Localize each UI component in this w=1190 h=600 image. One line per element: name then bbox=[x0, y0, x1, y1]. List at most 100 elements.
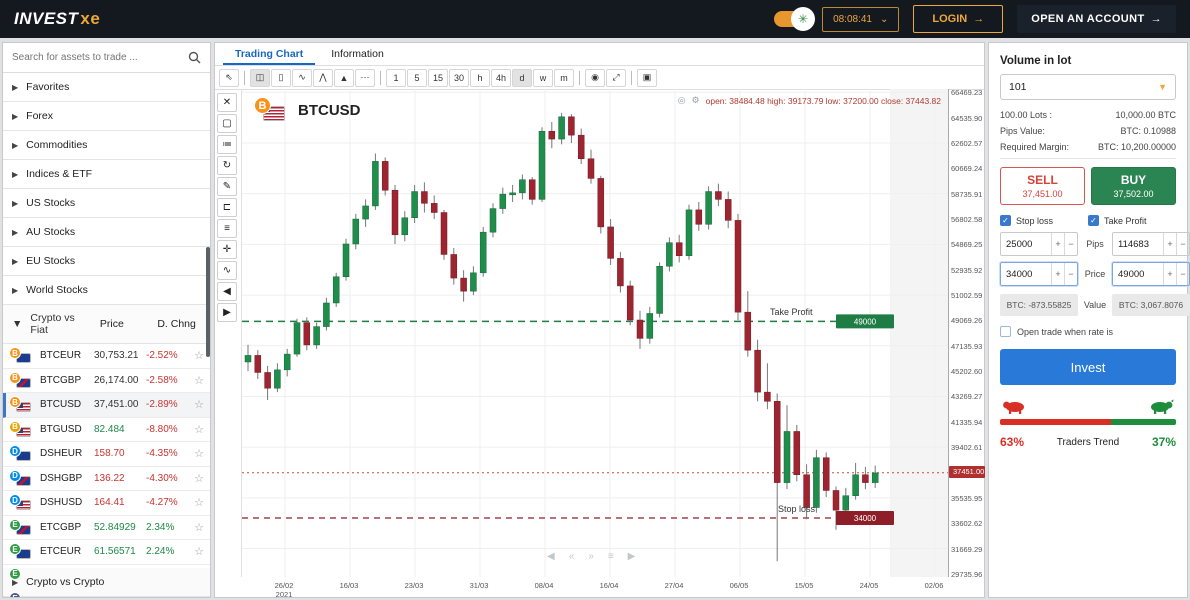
tab-trading-chart[interactable]: Trading Chart bbox=[223, 43, 316, 65]
asset-row-btgusd[interactable]: B BTGUSD 82.484 -8.80% ☆ bbox=[3, 417, 210, 442]
buy-button[interactable]: BUY 37,502.00 bbox=[1091, 167, 1176, 205]
decrement-button[interactable]: − bbox=[1176, 263, 1189, 285]
sidebar-category-world-stocks[interactable]: ▶ World Stocks bbox=[3, 276, 210, 305]
tf-h[interactable]: h bbox=[470, 68, 490, 87]
volume-select[interactable]: 101 ▼ bbox=[1000, 74, 1176, 100]
baseline-tool[interactable]: ⋯ bbox=[355, 68, 375, 87]
increment-button[interactable]: + bbox=[1051, 263, 1064, 285]
chart-nav-arrow-3[interactable]: ≡ bbox=[607, 551, 614, 562]
open-trade-checkbox[interactable]: Open trade when rate is bbox=[1000, 326, 1176, 337]
favorite-star-icon[interactable]: ☆ bbox=[194, 472, 204, 485]
stop-loss-pips-input[interactable] bbox=[1001, 233, 1051, 255]
asset-row-etceur[interactable]: E ETCEUR 61.56571 2.24% ☆ bbox=[3, 540, 210, 565]
price-chart[interactable]: B BTCUSD ◎ ⚙ open: 38484.48 high: 39173.… bbox=[241, 89, 948, 577]
drawing-tool-strip: ✕ ▢ ≔ ↻ ✎ ⊏ ≡ ✛ ∿ ◀ ▶ bbox=[217, 93, 239, 322]
take-profit-price-input[interactable] bbox=[1113, 263, 1163, 285]
tf-15[interactable]: 15 bbox=[428, 68, 448, 87]
group-label: Crypto vs Crypto bbox=[26, 576, 105, 588]
invest-button[interactable]: Invest bbox=[1000, 349, 1176, 385]
fullscreen-tool[interactable]: ⤢ bbox=[606, 68, 626, 87]
decrement-button[interactable]: − bbox=[1176, 233, 1189, 255]
asset-row-btcgbp[interactable]: B BTCGBP 26,174.00 -2.58% ☆ bbox=[3, 368, 210, 393]
tf-d[interactable]: d bbox=[512, 68, 532, 87]
draw-icon[interactable]: ✎ bbox=[217, 177, 237, 196]
screenshot-tool[interactable]: ◉ bbox=[585, 68, 605, 87]
tf-4h[interactable]: 4h bbox=[491, 68, 511, 87]
sidebar-category-indices-etf[interactable]: ▶ Indices & ETF bbox=[3, 160, 210, 189]
cursor-tool[interactable]: ⇖ bbox=[219, 68, 239, 87]
open-account-button[interactable]: OPEN AN ACCOUNT → bbox=[1017, 5, 1176, 33]
favorite-star-icon[interactable]: ☆ bbox=[194, 350, 204, 363]
refresh-icon[interactable]: ↻ bbox=[217, 156, 237, 175]
tf-1[interactable]: 1 bbox=[386, 68, 406, 87]
area-chart-tool[interactable]: ▲ bbox=[334, 68, 354, 87]
sound-icon[interactable]: ◀ bbox=[217, 282, 237, 301]
bar-chart-tool[interactable]: ∿ bbox=[292, 68, 312, 87]
sidebar-category-au-stocks[interactable]: ▶ AU Stocks bbox=[3, 218, 210, 247]
search-icon[interactable] bbox=[188, 51, 201, 64]
asset-row-btceur[interactable]: B BTCEUR 30,753.21 -2.52% ☆ bbox=[3, 344, 210, 369]
asset-row-btcusd[interactable]: B BTCUSD 37,451.00 -2.89% ☆ bbox=[3, 393, 210, 418]
crosshair-icon[interactable]: ✛ bbox=[217, 240, 237, 259]
price-tick: 52935.92 bbox=[951, 265, 983, 275]
chart-nav-arrow-1[interactable]: « bbox=[568, 551, 575, 562]
stop-loss-price-input[interactable] bbox=[1001, 263, 1051, 285]
login-button[interactable]: LOGIN → bbox=[913, 5, 1004, 33]
sell-button[interactable]: SELL 37,451.00 bbox=[1000, 167, 1085, 205]
sidebar-category-commodities[interactable]: ▶ Commodities bbox=[3, 131, 210, 160]
asset-row-dshgbp[interactable]: D DSHGBP 136.22 -4.30% ☆ bbox=[3, 466, 210, 491]
favorite-star-icon[interactable]: ☆ bbox=[194, 374, 204, 387]
favorite-star-icon[interactable]: ☆ bbox=[194, 497, 204, 510]
snapshot-icon[interactable]: ▢ bbox=[217, 114, 237, 133]
tf-m[interactable]: m bbox=[554, 68, 574, 87]
asset-row-etcgbp[interactable]: E ETCGBP 52.84929 2.34% ☆ bbox=[3, 515, 210, 540]
tf-w[interactable]: w bbox=[533, 68, 553, 87]
favorite-star-icon[interactable]: ☆ bbox=[194, 546, 204, 559]
price-tick: 51002.59 bbox=[951, 291, 983, 301]
stop-loss-checkbox[interactable]: ✓ Stop loss bbox=[1000, 215, 1088, 226]
increment-button[interactable]: + bbox=[1163, 233, 1176, 255]
sidebar-category-eu-stocks[interactable]: ▶ EU Stocks bbox=[3, 247, 210, 276]
tf-5[interactable]: 5 bbox=[407, 68, 427, 87]
close-icon[interactable]: ✕ bbox=[217, 93, 237, 112]
asset-row-dsheur[interactable]: D DSHEUR 158.70 -4.35% ☆ bbox=[3, 442, 210, 467]
time-axis[interactable]: 26/02 2021 16/03 23/03 31/03 08/04 16/04 27/04 0… bbox=[241, 579, 947, 599]
gear-icon[interactable]: ⚙ bbox=[691, 95, 700, 105]
asset-row-dshusd[interactable]: D DSHUSD 164.41 -4.27% ☆ bbox=[3, 491, 210, 516]
increment-button[interactable]: + bbox=[1051, 233, 1064, 255]
line-chart-tool[interactable]: ⋀ bbox=[313, 68, 333, 87]
indicators-tool[interactable]: ▣ bbox=[637, 68, 657, 87]
take-profit-pips-input[interactable] bbox=[1113, 233, 1163, 255]
chart-nav-arrow-2[interactable]: » bbox=[588, 551, 594, 562]
ruler-icon[interactable]: ⊏ bbox=[217, 198, 237, 217]
decrement-button[interactable]: − bbox=[1064, 263, 1077, 285]
tab-information[interactable]: Information bbox=[331, 48, 384, 60]
hollow-candle-tool[interactable]: ▯ bbox=[271, 68, 291, 87]
sidebar-category-us-stocks[interactable]: ▶ US Stocks bbox=[3, 189, 210, 218]
price-axis[interactable]: 66469.23 64535.90 62602.57 60669.24 58735.91… bbox=[948, 88, 985, 579]
layers-icon[interactable]: ≔ bbox=[217, 135, 237, 154]
search-input[interactable] bbox=[12, 52, 188, 63]
favorite-star-icon[interactable]: ☆ bbox=[194, 448, 204, 461]
candlestick-tool[interactable]: ◫ bbox=[250, 68, 270, 87]
wave-icon[interactable]: ∿ bbox=[217, 261, 237, 280]
play-icon[interactable]: ▶ bbox=[217, 303, 237, 322]
group-crypto-vs-crypto[interactable]: ▶ Crypto vs Crypto bbox=[3, 568, 210, 597]
parallel-lines-icon[interactable]: ≡ bbox=[217, 219, 237, 238]
favorite-star-icon[interactable]: ☆ bbox=[194, 423, 204, 436]
sidebar-category-favorites[interactable]: ▶ Favorites bbox=[3, 73, 210, 102]
increment-button[interactable]: + bbox=[1163, 263, 1176, 285]
group-crypto-vs-fiat[interactable]: ▼ Crypto vs Fiat Price D. Chng bbox=[3, 305, 210, 344]
favorite-star-icon[interactable]: ☆ bbox=[194, 521, 204, 534]
sidebar-scrollbar[interactable] bbox=[206, 247, 210, 357]
favorite-star-icon[interactable]: ☆ bbox=[194, 399, 204, 412]
theme-toggle[interactable]: ✳ bbox=[774, 7, 816, 31]
tf-30[interactable]: 30 bbox=[449, 68, 469, 87]
eye-icon[interactable]: ◎ bbox=[677, 95, 686, 105]
time-dropdown[interactable]: 08:08:41 ⌄ bbox=[822, 6, 900, 32]
sidebar-category-forex[interactable]: ▶ Forex bbox=[3, 102, 210, 131]
chart-nav-arrow-0[interactable]: ◀ bbox=[547, 551, 555, 562]
take-profit-checkbox[interactable]: ✓ Take Profit bbox=[1088, 215, 1176, 226]
chart-nav-arrow-4[interactable]: ▶ bbox=[627, 551, 636, 562]
decrement-button[interactable]: − bbox=[1064, 233, 1077, 255]
